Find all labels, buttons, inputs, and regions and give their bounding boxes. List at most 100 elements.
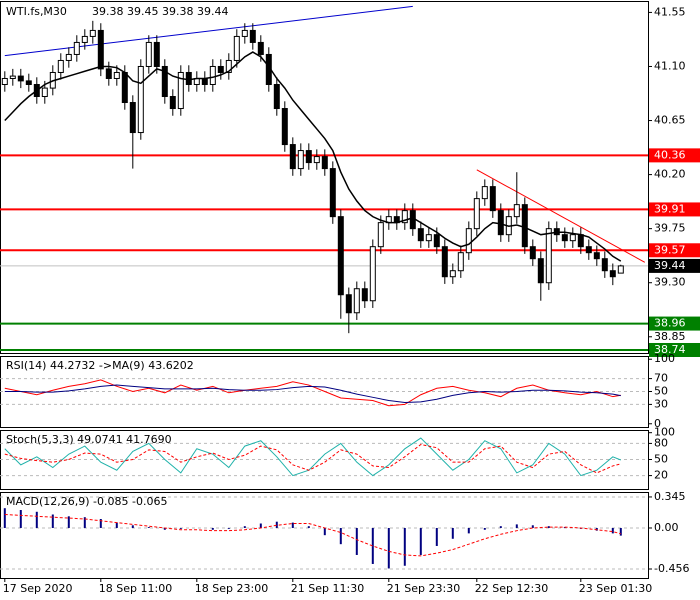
y-tick-label: 0.00 xyxy=(654,521,679,534)
candle-body xyxy=(561,234,568,242)
candle-body xyxy=(201,77,208,85)
level-label: 39.57 xyxy=(654,243,686,256)
candle-body xyxy=(305,150,312,164)
chart-title: WTI.fs,M30 xyxy=(6,5,67,18)
level-label: 40.36 xyxy=(654,148,686,161)
y-tick-label: 50 xyxy=(654,385,668,398)
y-tick-label: 100 xyxy=(654,426,675,439)
candle-body xyxy=(569,234,576,242)
panel-frame xyxy=(0,1,649,354)
candle-body xyxy=(369,246,376,302)
trendline xyxy=(476,169,646,263)
candle-body xyxy=(329,168,336,218)
candle-body xyxy=(353,288,360,314)
y-tick-label: 20 xyxy=(654,469,668,482)
x-tick-label: 21 Sep 11:30 xyxy=(291,582,364,595)
candle-body xyxy=(41,87,48,98)
indicator-line xyxy=(4,443,621,474)
candle-body xyxy=(297,150,304,170)
candle-body xyxy=(137,65,144,134)
candle-body xyxy=(97,29,104,70)
candle-body xyxy=(473,198,480,230)
candle-body xyxy=(177,71,184,110)
candle-body xyxy=(225,59,232,73)
y-tick-label: 100 xyxy=(654,352,675,365)
y-tick-label: -0.456 xyxy=(654,562,689,575)
current-price-label: 39.44 xyxy=(654,259,686,272)
candle-body xyxy=(105,68,112,79)
candle-body xyxy=(513,204,520,218)
level-box xyxy=(649,316,700,331)
y-tick-label: 70 xyxy=(654,372,668,385)
x-tick-label: 18 Sep 23:00 xyxy=(195,582,268,595)
candle-body xyxy=(593,252,600,260)
candle-body xyxy=(1,77,8,85)
x-tick-label: 17 Sep 2020 xyxy=(3,582,73,595)
indicator-line xyxy=(4,384,621,403)
y-tick-label: 0.345 xyxy=(654,490,686,503)
candle-body xyxy=(585,246,592,254)
candle-body xyxy=(9,75,16,79)
level-label: 38.74 xyxy=(654,343,686,356)
candle-body xyxy=(457,252,464,272)
candle-body xyxy=(313,156,320,164)
candle-body xyxy=(289,144,296,170)
candle-body xyxy=(609,270,616,278)
indicator-title: Stoch(5,3,3) 49.0741 41.7690 xyxy=(6,433,172,446)
candle-body xyxy=(169,96,176,110)
candle-body xyxy=(425,234,432,242)
candle-body xyxy=(481,186,488,200)
candle-body xyxy=(161,65,168,98)
candle-body xyxy=(273,83,280,110)
indicator-line xyxy=(4,379,621,407)
y-tick-label: 39.75 xyxy=(654,222,686,235)
candle-body xyxy=(601,258,608,272)
candle-body xyxy=(441,246,448,278)
current-price-box xyxy=(649,258,700,273)
y-tick-label: 50 xyxy=(654,453,668,466)
indicator-title: MACD(12,26,9) -0.085 -0.065 xyxy=(6,495,167,508)
candle-body xyxy=(529,246,536,260)
candle-body xyxy=(401,210,408,224)
level-label: 38.96 xyxy=(654,317,686,330)
x-tick-label: 22 Sep 12:30 xyxy=(475,582,548,595)
candle-body xyxy=(361,288,368,302)
candle-body xyxy=(73,41,80,55)
x-tick-label: 18 Sep 11:00 xyxy=(99,582,172,595)
level-box xyxy=(649,243,700,258)
candle-body xyxy=(57,59,64,73)
moving-average xyxy=(4,51,622,262)
quote: 39.38 39.45 39.38 39.44 xyxy=(92,5,228,18)
panel-frame xyxy=(0,492,649,579)
candle-body xyxy=(577,234,584,248)
candle-body xyxy=(321,156,328,170)
candle-body xyxy=(497,210,504,236)
level-box xyxy=(649,202,700,217)
signal-line xyxy=(4,513,621,557)
candle-body xyxy=(449,270,456,278)
candle-body xyxy=(489,186,496,212)
candle-body xyxy=(465,228,472,254)
y-tick-label: 80 xyxy=(654,436,668,449)
x-tick-label: 21 Sep 23:30 xyxy=(387,582,460,595)
candle-body xyxy=(281,108,288,146)
candle-body xyxy=(185,71,192,85)
x-tick-label: 23 Sep 01:30 xyxy=(579,582,652,595)
candle-body xyxy=(337,216,344,296)
candle-body xyxy=(209,65,216,85)
indicator-line xyxy=(4,437,621,477)
candle-body xyxy=(417,228,424,242)
candle-body xyxy=(521,204,528,248)
trendline xyxy=(4,5,413,57)
candle-body xyxy=(153,41,160,67)
candle-body xyxy=(113,71,120,79)
candle-body xyxy=(17,75,24,82)
y-tick-label: 40.65 xyxy=(654,114,686,127)
candle-body xyxy=(233,35,240,61)
level-label: 39.91 xyxy=(654,202,686,215)
candle-body xyxy=(257,41,264,55)
y-tick-label: 39.30 xyxy=(654,276,686,289)
candle-body xyxy=(121,71,128,104)
y-tick-label: 41.55 xyxy=(654,5,686,18)
